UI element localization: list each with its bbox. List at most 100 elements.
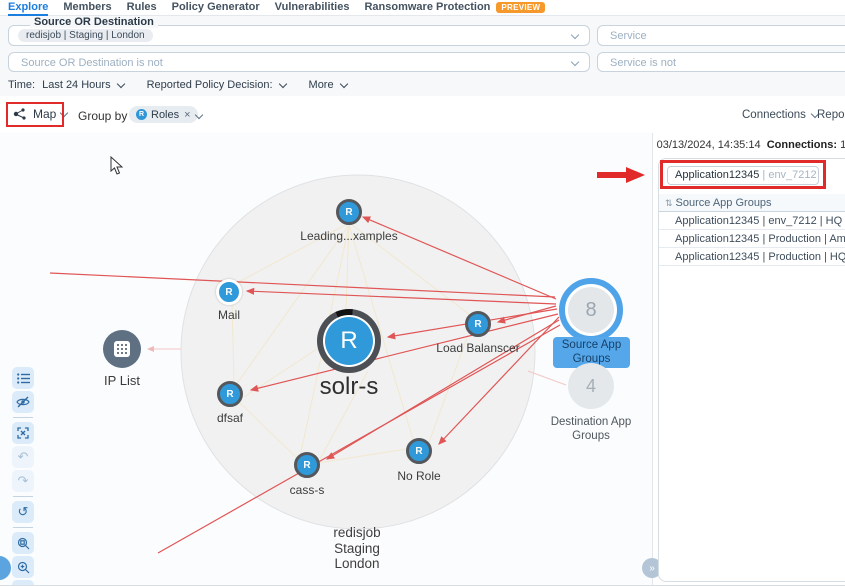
group-by-roles-chip[interactable]: R Roles × bbox=[129, 106, 198, 123]
node-label: cass-s bbox=[289, 483, 325, 497]
node-ip-list[interactable] bbox=[103, 330, 141, 368]
tab-vulnerabilities[interactable]: Vulnerabilities bbox=[274, 0, 350, 13]
source-dest-filter-chip[interactable]: redisjob | Staging | London bbox=[18, 29, 153, 42]
role-badge-icon: R bbox=[340, 327, 358, 354]
node-solr-s[interactable]: R bbox=[317, 309, 381, 373]
close-icon[interactable]: × bbox=[184, 108, 191, 121]
service-placeholder: Service bbox=[610, 30, 647, 42]
chevron-down-icon bbox=[60, 108, 69, 117]
source-dest-input[interactable]: redisjob | Staging | London bbox=[8, 25, 590, 46]
reset-view-button[interactable]: ↺ bbox=[12, 501, 34, 523]
graph-view-icon bbox=[13, 108, 26, 120]
chevron-down-icon[interactable] bbox=[339, 79, 348, 89]
source-dest-not-input[interactable]: Source OR Destination is not bbox=[8, 52, 590, 72]
zoom-in-button[interactable] bbox=[12, 556, 34, 578]
preview-badge: PREVIEW bbox=[496, 2, 546, 13]
undo-button[interactable]: ↶ bbox=[12, 446, 34, 468]
role-badge-icon: R bbox=[226, 388, 234, 400]
node-dfsaf[interactable]: R bbox=[217, 381, 243, 407]
role-badge-icon: R bbox=[415, 445, 423, 457]
sort-icon[interactable]: ⇅ bbox=[665, 198, 673, 208]
node-no-role[interactable]: R bbox=[406, 438, 432, 464]
cluster-caption: redisjob Staging London bbox=[333, 525, 380, 572]
zoom-to-selection-button[interactable] bbox=[12, 532, 34, 554]
node-label-ip-list: IP List bbox=[104, 373, 140, 388]
connections-count-label: Connections: bbox=[766, 139, 837, 151]
destination-app-groups-count: 4 bbox=[585, 375, 596, 396]
service-not-placeholder: Service is not bbox=[610, 57, 677, 69]
node-leading-xamples[interactable]: R bbox=[336, 199, 362, 225]
tab-policy-generator[interactable]: Policy Generator bbox=[171, 0, 260, 13]
expand-panel-handle[interactable]: » bbox=[642, 558, 662, 578]
role-badge-icon: R bbox=[474, 318, 482, 330]
service-input[interactable]: Service bbox=[597, 25, 845, 46]
destination-app-groups-label: Destination App Groups bbox=[550, 416, 632, 442]
hide-elements-button[interactable] bbox=[12, 391, 34, 413]
fit-to-screen-button[interactable] bbox=[12, 422, 34, 444]
policy-decision-dropdown[interactable]: Reported Policy Decision: bbox=[146, 79, 273, 91]
filter-panel: Source OR Destination redisjob | Staging… bbox=[0, 16, 845, 96]
connections-count-value: 1 - 1,466 of bbox=[840, 139, 845, 151]
selected-app-group-name: Application12345 bbox=[675, 169, 760, 181]
zoom-out-button[interactable] bbox=[12, 580, 34, 585]
node-mail[interactable]: R bbox=[216, 279, 242, 305]
more-filters-dropdown[interactable]: More bbox=[308, 79, 334, 91]
tab-members[interactable]: Members bbox=[63, 0, 112, 13]
node-label: Mail bbox=[217, 308, 240, 322]
toolbar-divider bbox=[13, 417, 33, 418]
timestamp-value: 03/13/2024, 14:35:14 bbox=[656, 139, 761, 151]
role-badge-icon: R bbox=[225, 286, 233, 298]
cluster-caption-line: London bbox=[334, 556, 380, 571]
view-toolbar: Map Group by R Roles × Connections Repor… bbox=[0, 96, 845, 133]
map-view-label: Map bbox=[33, 107, 57, 121]
source-app-groups-count: 8 bbox=[585, 298, 597, 321]
chevron-down-icon[interactable] bbox=[278, 79, 287, 89]
app-group-row[interactable]: Application12345 | Production | Amazon bbox=[659, 230, 845, 248]
map-tools-toolbar: ↶ ↷ ↺ bbox=[12, 367, 34, 585]
group-by-label: Group by bbox=[78, 109, 128, 123]
selected-app-group-scope: | env_7212 | HQ bbox=[762, 169, 818, 181]
source-app-groups-badge[interactable]: Source App Groups bbox=[553, 337, 630, 369]
time-filter-bar: Time: Last 24 Hours Reported Policy Deci… bbox=[8, 79, 348, 91]
node-cass-s[interactable]: R bbox=[294, 452, 320, 478]
tab-ransomware-protection[interactable]: Ransomware Protection bbox=[364, 0, 491, 13]
collapsed-side-button[interactable] bbox=[0, 556, 11, 580]
destination-app-groups-node[interactable]: 4 bbox=[568, 363, 614, 409]
app-group-row[interactable]: Application12345 | env_7212 | HQ bbox=[659, 212, 845, 230]
redo-button[interactable]: ↷ bbox=[12, 470, 34, 492]
connections-dropdown[interactable]: Connections bbox=[742, 109, 820, 121]
legend-list-button[interactable] bbox=[12, 367, 34, 389]
role-badge-icon: R bbox=[136, 109, 147, 120]
node-label: dfsaf bbox=[216, 411, 243, 425]
node-load-balanscer[interactable]: R bbox=[465, 311, 491, 337]
node-label: Load Balanscer bbox=[436, 341, 520, 355]
map-canvas[interactable]: R Leading...xamples R Mail R solr-s R Lo… bbox=[0, 133, 652, 585]
node-label: No Role bbox=[397, 469, 441, 483]
chevron-down-icon[interactable] bbox=[570, 57, 580, 67]
panel-divider bbox=[652, 133, 653, 585]
time-range-dropdown[interactable]: Last 24 Hours bbox=[42, 79, 111, 91]
tab-explore[interactable]: Explore bbox=[8, 0, 49, 16]
source-dest-not-placeholder: Source OR Destination is not bbox=[21, 57, 163, 69]
column-header-label: Source App Groups bbox=[675, 197, 772, 209]
source-app-groups-column-header[interactable]: ⇅ Source App Groups bbox=[659, 194, 845, 212]
node-label-solr-s: solr-s bbox=[319, 373, 379, 400]
app-group-row[interactable]: Application12345 | Production | HQ bbox=[659, 248, 845, 266]
report-button[interactable]: Report bbox=[817, 109, 845, 121]
service-not-input[interactable]: Service is not bbox=[597, 52, 845, 72]
top-nav: Explore Members Rules Policy Generator V… bbox=[0, 0, 845, 16]
role-badge-icon: R bbox=[303, 459, 311, 471]
connections-dropdown-label: Connections bbox=[742, 109, 806, 121]
tab-rules[interactable]: Rules bbox=[126, 0, 157, 13]
toolbar-divider bbox=[13, 496, 33, 497]
map-view-dropdown[interactable]: Map bbox=[12, 107, 69, 121]
selected-app-group-field[interactable]: Application12345| env_7212 | HQ bbox=[667, 166, 819, 185]
chevron-down-icon[interactable] bbox=[116, 79, 125, 89]
time-label: Time: bbox=[8, 79, 36, 91]
chevron-down-icon[interactable] bbox=[570, 30, 580, 40]
source-dest-legend: Source OR Destination bbox=[30, 16, 158, 28]
connections-side-panel: Application12345| env_7212 | HQ ⇅Source … bbox=[658, 158, 845, 582]
source-app-groups-node[interactable]: 8 bbox=[559, 278, 623, 342]
cluster-caption-line: Staging bbox=[334, 540, 380, 556]
